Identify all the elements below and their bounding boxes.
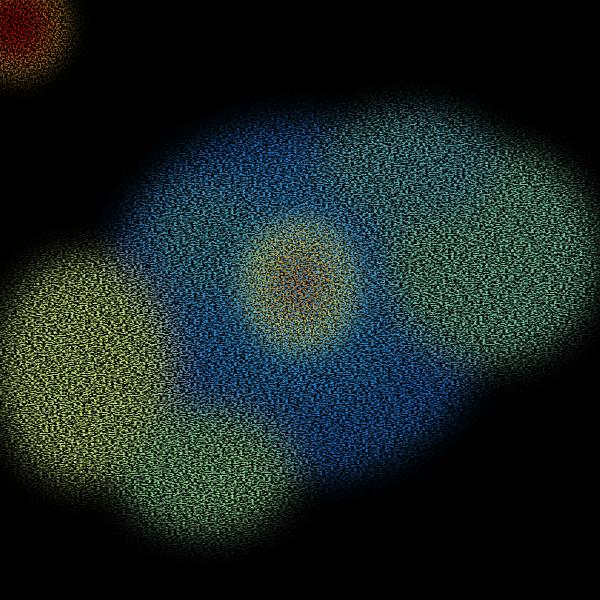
south-lobe: [120, 410, 290, 530]
northeast-lobe: [320, 115, 500, 225]
west-lobe: [0, 260, 170, 480]
core-echo: [225, 200, 375, 370]
corner-echo: [0, 0, 75, 85]
core-field: [0, 0, 375, 370]
